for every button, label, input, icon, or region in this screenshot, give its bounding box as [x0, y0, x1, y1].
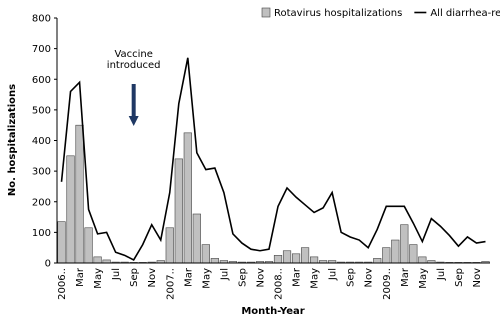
- bar: [174, 158, 183, 264]
- bar: [210, 258, 219, 264]
- x-tick-label: Sep: [346, 268, 357, 287]
- x-tick-label: 2007..: [165, 268, 176, 300]
- y-tick-label: 200: [32, 197, 51, 208]
- y-tick-label: 100: [32, 228, 51, 239]
- bar: [418, 256, 427, 264]
- bar: [300, 247, 310, 264]
- x-tick-label: Jul: [219, 268, 230, 281]
- x-tick-label: 2006..: [57, 268, 68, 300]
- annotation-arrowhead: [128, 116, 139, 126]
- bar: [84, 227, 93, 264]
- bar: [291, 253, 301, 264]
- y-axis-label: No. hospitalizations: [7, 84, 18, 196]
- bar: [192, 213, 201, 264]
- x-tick-label: Jul: [111, 268, 122, 281]
- x-tick-label: Jul: [436, 268, 447, 281]
- x-tick-label: Sep: [129, 268, 140, 287]
- y-tick-label: 400: [32, 136, 51, 147]
- x-tick-label: Mar: [183, 267, 194, 287]
- legend-label: All diarrhea-related hospitalizations: [430, 8, 500, 19]
- bar: [165, 227, 174, 264]
- y-tick-label: 500: [32, 105, 51, 116]
- bar: [75, 124, 84, 264]
- x-tick-label: May: [310, 268, 321, 289]
- bar: [409, 244, 418, 264]
- x-tick-label: Sep: [454, 268, 465, 287]
- bar: [400, 224, 409, 264]
- x-tick-label: Nov: [472, 268, 483, 288]
- bar: [273, 255, 283, 264]
- legend-swatch: [261, 7, 271, 18]
- bar: [373, 258, 382, 264]
- x-tick-label: Jul: [328, 268, 339, 281]
- x-tick-label: May: [201, 268, 212, 289]
- x-tick-label: Nov: [147, 268, 158, 288]
- y-tick-label: 600: [32, 75, 51, 86]
- y-tick-label: 300: [32, 167, 51, 178]
- bar: [66, 155, 75, 264]
- y-tick-label: 0: [45, 259, 51, 270]
- x-tick-label: Mar: [400, 267, 411, 287]
- x-tick-label: 2008..: [274, 268, 285, 300]
- x-tick-label: 2009..: [382, 268, 393, 300]
- x-axis-label: Month-Year: [241, 306, 304, 317]
- x-tick-label: Mar: [75, 267, 86, 287]
- bar: [391, 239, 400, 264]
- bar: [382, 247, 391, 264]
- annotation: Vaccine: [114, 49, 152, 60]
- annotation: introduced: [107, 60, 161, 71]
- x-tick-label: Mar: [292, 267, 303, 287]
- legend-label: Rotavirus hospitalizations: [274, 8, 402, 19]
- y-tick-label: 700: [32, 44, 51, 55]
- x-tick-label: Sep: [237, 268, 248, 287]
- bar: [93, 256, 102, 264]
- bar: [57, 221, 66, 264]
- y-tick-label: 800: [32, 14, 51, 25]
- bar: [183, 132, 192, 264]
- x-tick-label: Nov: [255, 268, 266, 288]
- line: [60, 57, 486, 261]
- x-tick-label: May: [418, 268, 429, 289]
- bar: [201, 244, 210, 264]
- bar: [310, 256, 319, 264]
- x-tick-label: Nov: [364, 268, 375, 288]
- bar: [282, 250, 292, 264]
- x-tick-label: May: [93, 268, 104, 289]
